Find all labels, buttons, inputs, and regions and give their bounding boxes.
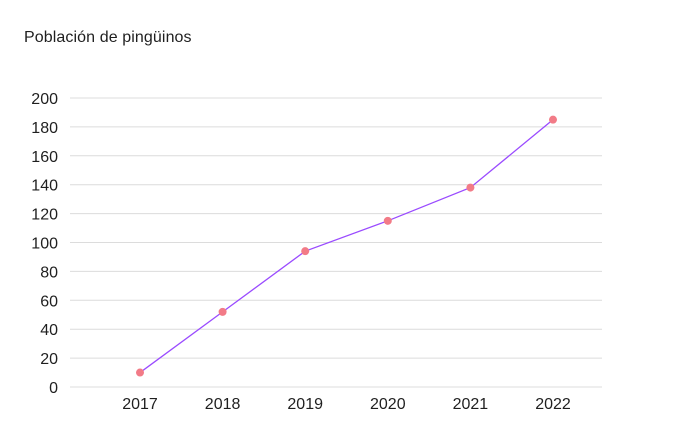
data-point-2019[interactable]	[301, 247, 310, 256]
data-point-2021[interactable]	[466, 183, 475, 192]
series-line-0	[139, 119, 554, 374]
x-axis-tick-labels: 2017 2018 2019 2020 2021 2022	[122, 396, 571, 413]
x-tick-label-2020: 2020	[370, 396, 406, 413]
y-tick-label-40: 40	[40, 322, 58, 339]
x-tick-label-2021: 2021	[453, 396, 489, 413]
chart-title: Población de pingüinos	[24, 29, 192, 46]
y-tick-label-100: 100	[31, 236, 58, 253]
y-tick-label-160: 160	[31, 149, 58, 166]
x-tick-label-2017: 2017	[122, 396, 158, 413]
grid-lines	[70, 97, 602, 388]
data-point-2020[interactable]	[383, 216, 392, 225]
y-tick-label-60: 60	[40, 293, 58, 310]
y-tick-label-20: 20	[40, 351, 58, 368]
y-tick-label-200: 200	[31, 91, 58, 108]
x-tick-label-2018: 2018	[205, 396, 241, 413]
y-tick-label-0: 0	[49, 380, 58, 397]
y-tick-label-120: 120	[31, 207, 58, 224]
x-tick-label-2022: 2022	[535, 396, 571, 413]
series-line-layer	[139, 119, 554, 374]
data-point-2018[interactable]	[218, 307, 227, 316]
y-tick-label-80: 80	[40, 264, 58, 281]
data-point-2022[interactable]	[549, 115, 557, 124]
x-tick-label-2019: 2019	[287, 396, 323, 413]
y-tick-label-180: 180	[31, 120, 58, 137]
data-points	[136, 115, 557, 377]
y-tick-label-140: 140	[31, 178, 58, 195]
y-axis-tick-labels: 0 20 40 60 80 100 120 140 160 180 200	[31, 91, 58, 397]
data-point-2017[interactable]	[136, 368, 144, 377]
